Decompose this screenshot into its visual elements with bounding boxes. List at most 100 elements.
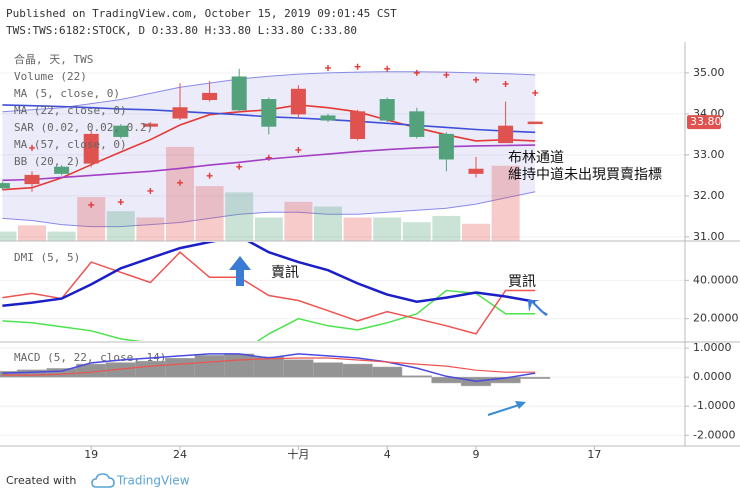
x-tick-label: 4 bbox=[384, 448, 391, 461]
histogram-bar bbox=[342, 363, 373, 378]
candle-body bbox=[261, 99, 277, 127]
volume-bar bbox=[195, 186, 224, 241]
volume-bar bbox=[314, 206, 342, 241]
up-arrow bbox=[229, 256, 251, 286]
volume-bar bbox=[402, 222, 431, 241]
footer-created: Created with bbox=[6, 474, 76, 487]
indicator-line bbox=[2, 357, 536, 376]
arrow-head bbox=[515, 401, 526, 409]
x-tick-label: 24 bbox=[173, 448, 187, 461]
footer-brand: TradingView bbox=[116, 474, 190, 488]
x-tick-label: 17 bbox=[587, 448, 601, 461]
histogram-bar bbox=[283, 359, 314, 378]
y-tick-label: 1.0000 bbox=[693, 341, 732, 354]
histogram-bar bbox=[135, 360, 166, 378]
volume-bar bbox=[373, 217, 402, 241]
sar-point bbox=[147, 187, 154, 194]
sar-point bbox=[532, 89, 539, 96]
x-tick-label: 19 bbox=[84, 448, 98, 461]
y-tick-label: 0.0000 bbox=[693, 370, 732, 383]
y-tick-label: -1.0000 bbox=[693, 399, 735, 412]
candle-body bbox=[24, 174, 40, 185]
legend-entry: MA (22, close, 0) bbox=[14, 104, 127, 117]
candle-body bbox=[202, 92, 218, 101]
legend-entry: MA (5, close, 0) bbox=[14, 87, 120, 100]
sar-point bbox=[88, 201, 95, 208]
histogram-bar bbox=[16, 369, 48, 378]
volume-bar bbox=[136, 217, 165, 241]
volume-bar bbox=[225, 192, 254, 241]
bb-fill bbox=[2, 71, 536, 227]
annotation: 維持中道未出現買賣指標 bbox=[508, 167, 662, 183]
legend-entry: BB (20, 2) bbox=[14, 155, 80, 168]
bb-lower bbox=[2, 191, 536, 228]
histogram-bar bbox=[253, 356, 284, 378]
sar-point bbox=[117, 199, 124, 206]
dmi-plot bbox=[2, 242, 536, 341]
macd-plot bbox=[0, 353, 551, 387]
sar-point bbox=[206, 172, 213, 179]
histogram-bar bbox=[312, 362, 344, 378]
pane-title: DMI (5, 5) bbox=[14, 251, 80, 264]
volume-bar bbox=[491, 165, 520, 241]
candle-body bbox=[83, 133, 99, 164]
histogram-bar bbox=[224, 353, 255, 378]
candle-body bbox=[54, 166, 70, 174]
candle-body bbox=[498, 125, 514, 144]
histogram-bar bbox=[164, 358, 196, 378]
volume-bar bbox=[106, 211, 135, 241]
candle-body bbox=[379, 99, 395, 121]
sar-point bbox=[177, 179, 183, 186]
candle-body bbox=[142, 123, 158, 127]
volume-bar bbox=[166, 146, 194, 241]
y-tick-label: 32.00 bbox=[693, 189, 725, 202]
legend-entry: MA (57, close, 0) bbox=[14, 138, 127, 151]
candle-body bbox=[113, 125, 129, 137]
volume-bar bbox=[462, 223, 490, 241]
candle-body bbox=[290, 88, 306, 115]
volume-bar bbox=[47, 231, 76, 241]
indicator-line bbox=[2, 289, 536, 341]
candle-body bbox=[350, 111, 366, 139]
histogram-bar bbox=[520, 376, 551, 379]
sar-point bbox=[413, 69, 420, 76]
sar-point bbox=[29, 144, 35, 151]
legend-entry: Volume (22) bbox=[14, 70, 87, 83]
candle-body bbox=[409, 111, 425, 137]
candle-body bbox=[231, 76, 247, 111]
candle-body bbox=[172, 107, 188, 119]
y-tick-label: -2.0000 bbox=[693, 428, 735, 441]
sar-point bbox=[473, 76, 479, 83]
candle-body bbox=[438, 133, 454, 160]
indicator-line bbox=[2, 242, 536, 307]
histogram-bar bbox=[401, 375, 432, 378]
volume-bar bbox=[343, 217, 372, 241]
x-tick-label: 十月 bbox=[287, 447, 309, 461]
last-price-label: 33.80 bbox=[690, 115, 722, 128]
y-tick-label: 33.00 bbox=[693, 148, 725, 161]
candle-body bbox=[468, 168, 484, 174]
price-plot bbox=[0, 63, 543, 241]
sar-point bbox=[443, 71, 450, 78]
y-tick-label: 20.0000 bbox=[693, 312, 739, 325]
annotation: 賣訊 bbox=[271, 265, 299, 281]
volume-bar bbox=[284, 201, 313, 241]
annotation: 買訊 bbox=[508, 274, 536, 290]
sar-point bbox=[354, 63, 361, 70]
volume-bar bbox=[0, 231, 17, 241]
histogram-bar bbox=[372, 366, 403, 378]
histogram-bar bbox=[194, 355, 225, 378]
y-tick-label: 40.0000 bbox=[693, 273, 739, 286]
arrow bbox=[528, 300, 548, 316]
sar-point bbox=[325, 64, 331, 71]
sar-point bbox=[384, 65, 391, 72]
arrow bbox=[487, 403, 523, 416]
logo bbox=[91, 473, 115, 488]
y-tick-label: 35.00 bbox=[693, 66, 725, 79]
legend-entry: SAR (0.02, 0.02, 0.2) bbox=[14, 121, 153, 134]
candle-body bbox=[0, 183, 10, 189]
published: Published on TradingView.com, October 15… bbox=[6, 7, 397, 20]
annotation: 布林通道 bbox=[508, 150, 564, 166]
